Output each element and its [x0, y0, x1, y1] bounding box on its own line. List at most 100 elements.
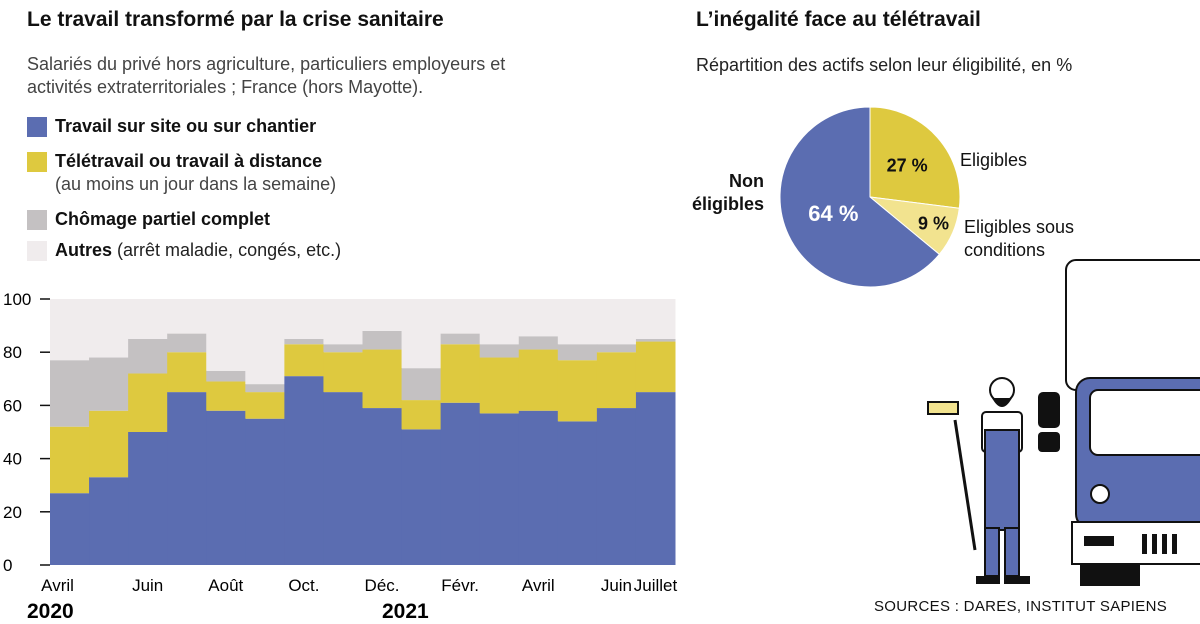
area-segment	[323, 344, 363, 353]
legend-text: Chômage partiel complet	[55, 209, 270, 230]
legend-item: Autres (arrêt maladie, congés, etc.)	[27, 240, 341, 261]
x-tick-label: Oct.	[288, 576, 319, 595]
area-segment	[635, 338, 676, 342]
area-segment	[284, 344, 324, 377]
area-segment	[284, 338, 324, 345]
pie-subtitle: Répartition des actifs selon leur éligib…	[696, 55, 1073, 75]
area-segment	[50, 360, 90, 427]
area-segment	[479, 413, 520, 565]
x-tick-label: Août	[208, 576, 243, 595]
area-segment	[557, 421, 598, 565]
y-tick-label: 80	[3, 343, 22, 362]
area-segment	[596, 408, 637, 565]
area-segment	[362, 349, 403, 409]
area-segment	[89, 477, 129, 565]
year-label: 2020	[27, 600, 74, 623]
area-segment	[557, 360, 598, 422]
area-segment	[401, 299, 442, 369]
area-segment	[479, 299, 520, 345]
source-note: SOURCES : DARES, INSTITUT SAPIENS	[874, 598, 1168, 615]
legend-note: (au moins un jour dans la semaine)	[55, 174, 337, 194]
area-segment	[635, 341, 676, 393]
area-segment	[128, 299, 168, 339]
pie-category-label: Eligibles	[960, 150, 1028, 170]
area-segment	[557, 344, 598, 361]
area-segment	[596, 344, 637, 353]
area-segment	[401, 400, 442, 430]
area-segment	[128, 338, 168, 374]
area-segment	[89, 299, 129, 358]
pie-value-label: 27 %	[887, 155, 928, 175]
area-segment	[479, 357, 520, 414]
area-segment	[128, 373, 168, 432]
x-tick-label: Juin	[132, 576, 163, 595]
legend-text: Télétravail ou travail à distance (au moi…	[55, 151, 336, 195]
area-segment	[50, 493, 90, 565]
area-segment	[128, 432, 168, 565]
area-segment	[518, 349, 559, 411]
x-tick-label: Avril	[522, 576, 555, 595]
legend-item: Chômage partiel complet	[27, 209, 341, 230]
x-tick-label: Juin	[601, 576, 632, 595]
legend-label: Télétravail ou travail à distance	[55, 151, 323, 171]
y-tick-label: 20	[3, 503, 22, 522]
legend-label: Travail sur site ou sur chantier	[55, 116, 317, 136]
area-segment	[89, 357, 129, 411]
year-label: 2021	[382, 600, 429, 623]
area-segment	[206, 410, 246, 565]
area-segment	[557, 299, 598, 345]
y-tick-label: 40	[3, 450, 22, 469]
area-segment	[479, 344, 520, 358]
chart-title: Le travail transformé par la crise sanit…	[27, 8, 444, 31]
area-segment	[440, 402, 481, 565]
area-segment	[362, 330, 403, 350]
area-segment	[401, 368, 442, 401]
pie-slice	[779, 106, 941, 288]
area-segment	[323, 299, 363, 345]
area-segment	[167, 352, 207, 393]
area-segment	[245, 392, 285, 419]
area-segment	[167, 392, 207, 565]
legend-swatch	[27, 241, 47, 261]
area-segment	[362, 408, 403, 565]
x-tick-label: Avril	[41, 576, 74, 595]
pie-category-label: Eligibles sous conditions	[964, 217, 1075, 260]
legend-label: Chômage partiel complet	[55, 209, 271, 229]
illustration	[927, 259, 1200, 586]
legend-text: Autres (arrêt maladie, congés, etc.)	[55, 240, 341, 261]
area-segment	[284, 376, 324, 565]
area-segment	[89, 410, 129, 478]
area-segment	[518, 299, 559, 337]
area-segment	[284, 299, 324, 339]
y-tick-label: 100	[3, 290, 31, 309]
pie-slice	[869, 106, 961, 209]
area-segment	[245, 418, 285, 565]
area-segment	[362, 299, 403, 331]
legend: Travail sur site ou sur chantier Télétrav…	[27, 116, 341, 261]
area-segment	[440, 333, 481, 345]
area-segment	[50, 426, 90, 494]
pie-value-label: 9 %	[918, 214, 949, 234]
area-segment	[206, 299, 246, 371]
plot: Avril Juin Août Oct. Déc. Févr. Avril Juin Juill…	[3, 290, 677, 623]
area-segment	[596, 352, 637, 409]
y-tick-label: 0	[3, 556, 12, 575]
pie-value-label: 64 %	[808, 201, 858, 226]
y-tick-label: 60	[3, 396, 22, 415]
area-segment	[206, 381, 246, 411]
legend-note: (arrêt maladie, congés, etc.)	[117, 240, 342, 260]
area-segment	[635, 299, 676, 339]
legend-swatch	[27, 152, 47, 172]
x-tick-label: Févr.	[441, 576, 479, 595]
x-tick-label: Déc.	[365, 576, 400, 595]
area-segment	[245, 299, 285, 385]
legend-text: Travail sur site ou sur chantier	[55, 116, 316, 137]
area-segment	[323, 392, 363, 565]
legend-swatch	[27, 117, 47, 137]
legend-item: Télétravail ou travail à distance (au moi…	[27, 151, 341, 195]
area-segment	[596, 299, 637, 345]
area-segment	[518, 410, 559, 565]
legend-label: Autres	[55, 240, 113, 260]
